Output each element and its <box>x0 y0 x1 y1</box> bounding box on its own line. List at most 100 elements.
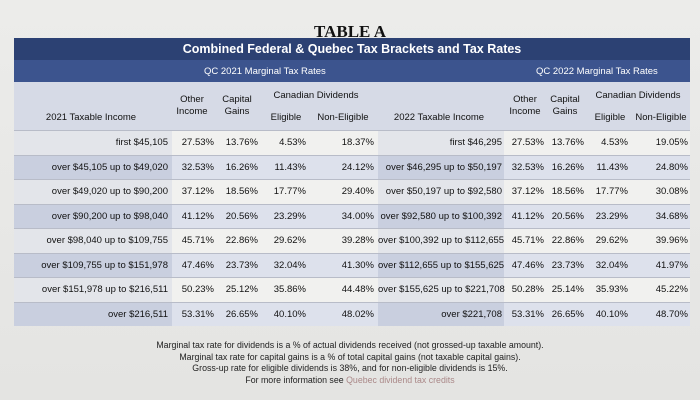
cell-eligible-div-2021: 17.77% <box>273 186 306 197</box>
cell-eligible-div-2022: 35.93% <box>595 284 628 295</box>
footnote-more-info: For more information see Quebec dividend… <box>0 375 700 387</box>
table-banner: Combined Federal & Quebec Tax Brackets a… <box>14 38 690 60</box>
table-row: over $151,978 up to $216,511 50.23% 25.12%… <box>14 277 690 302</box>
column-headers: 2021 Taxable Income Other Income Capital… <box>14 82 690 130</box>
header-income-2022: 2022 Taxable Income <box>393 112 485 123</box>
cell-capital-gains-2021: 22.86% <box>225 235 258 246</box>
cell-bracket-2022: over $100,392 up to $112,655 <box>378 229 504 253</box>
cell-bracket-2022: over $46,295 up to $50,197 <box>378 155 504 179</box>
cell-other-income-2022: 41.12% <box>511 210 544 222</box>
cell-bracket-2022: over $221,708 <box>378 302 504 326</box>
cell-other-income-2022: 37.12% <box>511 186 544 197</box>
footnote-gross-up: Gross-up rate for eligible dividends is … <box>192 363 508 373</box>
header-other-income-2021: Other Income <box>176 94 208 117</box>
cell-bracket-2021: first $45,105 <box>14 131 172 155</box>
cell-capital-gains-2021: 13.76% <box>225 137 258 148</box>
cell-non-eligible-div-2021: 41.30% <box>341 259 374 271</box>
cell-bracket-2022: over $112,655 up to $155,625 <box>378 253 504 277</box>
cell-eligible-div-2022: 4.53% <box>601 137 628 148</box>
cell-other-income-2021: 50.23% <box>181 284 214 295</box>
cell-eligible-div-2022: 32.04% <box>595 259 628 271</box>
cell-eligible-div-2021: 4.53% <box>279 137 306 148</box>
cell-other-income-2022: 27.53% <box>511 137 544 148</box>
cell-bracket-2022: over $50,197 up to $92,580 <box>378 180 504 204</box>
cell-capital-gains-2022: 23.73% <box>551 259 584 271</box>
cell-other-income-2021: 47.46% <box>181 259 214 271</box>
cell-other-income-2022: 32.53% <box>511 161 544 173</box>
cell-capital-gains-2022: 25.14% <box>551 284 584 295</box>
cell-eligible-div-2021: 11.43% <box>274 161 306 173</box>
table-row: over $45,105 up to $49,020 32.53% 16.26% 11… <box>14 154 690 179</box>
cell-bracket-2022: over $92,580 up to $100,392 <box>378 204 504 228</box>
cell-eligible-div-2022: 29.62% <box>595 235 628 246</box>
cell-other-income-2021: 32.53% <box>181 161 214 173</box>
cell-non-eligible-div-2021: 29.40% <box>341 186 374 197</box>
cell-non-eligible-div-2022: 30.08% <box>655 186 688 197</box>
cell-capital-gains-2022: 22.86% <box>551 235 584 246</box>
cell-non-eligible-div-2022: 41.97% <box>655 259 688 271</box>
subheader-2021: QC 2021 Marginal Tax Rates <box>204 66 326 77</box>
cell-capital-gains-2021: 20.56% <box>225 210 258 222</box>
cell-eligible-div-2021: 23.29% <box>273 210 306 222</box>
cell-other-income-2021: 37.12% <box>181 186 214 197</box>
footnote-dividends: Marginal tax rate for dividends is a % o… <box>156 340 544 350</box>
table-row: over $216,511 53.31% 26.65% 40.10% 48.02% ove… <box>14 301 690 326</box>
cell-other-income-2021: 45.71% <box>181 235 214 246</box>
cell-capital-gains-2021: 25.12% <box>225 284 258 295</box>
cell-non-eligible-div-2021: 34.00% <box>341 210 374 222</box>
cell-non-eligible-div-2021: 39.28% <box>341 235 374 246</box>
cell-eligible-div-2021: 32.04% <box>273 259 306 271</box>
cell-non-eligible-div-2021: 48.02% <box>341 308 374 320</box>
cell-non-eligible-div-2021: 24.12% <box>341 161 374 173</box>
cell-eligible-div-2022: 17.77% <box>595 186 628 197</box>
table-subheader: QC 2021 Marginal Tax Rates QC 2022 Margi… <box>14 60 690 82</box>
header-non-eligible-2022: Non-Eligible <box>635 112 687 123</box>
table-row: over $109,755 up to $151,978 47.46% 23.73%… <box>14 252 690 277</box>
table-row: over $49,020 up to $90,200 37.12% 18.56% 17… <box>14 179 690 204</box>
cell-non-eligible-div-2021: 18.37% <box>341 137 374 148</box>
table-title: TABLE A <box>314 22 386 41</box>
cell-capital-gains-2022: 20.56% <box>551 210 584 222</box>
footnote-more-info-text: For more information see <box>245 374 344 385</box>
cell-bracket-2021: over $98,040 up to $109,755 <box>14 229 172 253</box>
cell-eligible-div-2021: 40.10% <box>273 308 306 320</box>
dividend-tax-credits-link[interactable]: Quebec dividend tax credits <box>346 374 455 385</box>
header-other-income-2022: Other Income <box>509 94 541 117</box>
table-row: over $90,200 up to $98,040 41.12% 20.56% 23… <box>14 203 690 228</box>
tax-table: Combined Federal & Quebec Tax Brackets a… <box>14 38 690 326</box>
cell-other-income-2021: 27.53% <box>181 137 214 148</box>
cell-capital-gains-2022: 16.26% <box>551 161 584 173</box>
cell-non-eligible-div-2022: 48.70% <box>655 308 688 320</box>
cell-capital-gains-2022: 26.65% <box>551 308 584 320</box>
cell-bracket-2021: over $45,105 up to $49,020 <box>14 155 172 179</box>
header-income-2021: 2021 Taxable Income <box>45 112 137 123</box>
header-eligible-2021: Eligible <box>270 112 302 123</box>
cell-non-eligible-div-2021: 44.48% <box>341 284 374 295</box>
cell-eligible-div-2022: 40.10% <box>595 308 628 320</box>
cell-capital-gains-2021: 26.65% <box>225 308 258 320</box>
cell-capital-gains-2021: 23.73% <box>225 259 258 271</box>
cell-other-income-2022: 45.71% <box>511 235 544 246</box>
header-eligible-2022: Eligible <box>594 112 626 123</box>
cell-bracket-2021: over $90,200 up to $98,040 <box>14 204 172 228</box>
cell-other-income-2022: 50.28% <box>511 284 544 295</box>
cell-bracket-2021: over $109,755 up to $151,978 <box>14 253 172 277</box>
header-dividends-2022: Canadian Dividends <box>595 90 681 101</box>
header-capital-gains-2022: Capital Gains <box>550 94 580 117</box>
cell-bracket-2022: first $46,295 <box>378 131 504 155</box>
cell-capital-gains-2021: 18.56% <box>225 186 258 197</box>
cell-non-eligible-div-2022: 39.96% <box>655 235 688 246</box>
cell-bracket-2021: over $49,020 up to $90,200 <box>14 180 172 204</box>
cell-bracket-2021: over $216,511 <box>14 302 172 326</box>
cell-eligible-div-2022: 11.43% <box>596 161 628 173</box>
header-capital-gains-2021: Capital Gains <box>222 94 252 117</box>
header-dividends-2021: Canadian Dividends <box>273 90 359 101</box>
footnotes: Marginal tax rate for dividends is a % o… <box>0 340 700 386</box>
cell-eligible-div-2021: 29.62% <box>273 235 306 246</box>
table-body: first $45,105 27.53% 13.76% 4.53% 18.37% firs… <box>14 130 690 326</box>
table-row: first $45,105 27.53% 13.76% 4.53% 18.37% firs… <box>14 130 690 155</box>
subheader-2022: QC 2022 Marginal Tax Rates <box>536 66 658 77</box>
table-row: over $98,040 up to $109,755 45.71% 22.86% 2… <box>14 228 690 253</box>
cell-non-eligible-div-2022: 24.80% <box>655 161 688 173</box>
